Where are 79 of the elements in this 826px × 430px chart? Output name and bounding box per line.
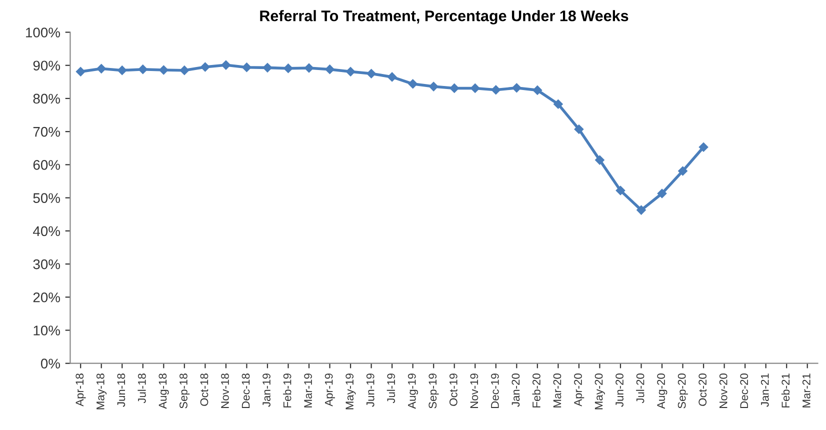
x-tick-label: May-18 xyxy=(96,374,107,410)
point xyxy=(512,83,522,92)
point xyxy=(180,66,190,75)
point xyxy=(616,186,626,196)
x-tick-label: Dec-20 xyxy=(740,374,748,408)
x-tick-label: Jul-19 xyxy=(386,374,396,404)
point xyxy=(574,124,584,134)
x-tick-label: Aug-20 xyxy=(657,374,668,409)
x-tick-label: Aug-19 xyxy=(408,374,418,409)
x-tick-label: Jul-20 xyxy=(636,374,644,404)
point xyxy=(532,86,542,95)
x-tick-label: Apr-18 xyxy=(76,374,86,406)
point xyxy=(554,99,563,109)
x-tick-label: Sep-18 xyxy=(180,374,190,408)
x-tick-label: Mar-19 xyxy=(304,374,312,408)
x-tick-label: Nov-20 xyxy=(719,374,728,408)
x-tick-label: Jan-19 xyxy=(262,374,270,407)
point xyxy=(262,63,272,72)
x-tick-label: Dec-19 xyxy=(491,374,499,408)
point xyxy=(96,64,106,74)
x-tick-label: Jun-19 xyxy=(366,374,374,407)
point xyxy=(387,72,397,82)
point xyxy=(118,66,127,75)
y-tick-label: 60% xyxy=(33,160,60,170)
point xyxy=(159,65,168,75)
point xyxy=(408,79,418,89)
x-tick-label: Jun-18 xyxy=(117,374,126,407)
x-tick-label: Apr-20 xyxy=(574,374,584,406)
point xyxy=(366,69,376,78)
x-tick-label: May-20 xyxy=(594,374,605,410)
x-tick-label: Oct-19 xyxy=(449,374,458,406)
x-tick-label: Feb-20 xyxy=(532,374,540,408)
point xyxy=(138,64,148,74)
point xyxy=(636,205,646,215)
y-tick-label: 20% xyxy=(33,292,60,302)
x-tick-label: Sep-20 xyxy=(678,374,688,408)
y-tick-label: 0% xyxy=(40,358,60,369)
point xyxy=(678,166,688,176)
y-tick-label: 30% xyxy=(33,259,60,270)
x-tick-label: Oct-18 xyxy=(200,374,208,406)
point xyxy=(325,64,334,74)
x-tick-label: Aug-18 xyxy=(158,374,169,409)
chart-title: Referral To Treatment, Percentage Under 18 Weeks xyxy=(260,10,628,24)
x-tick-label: Nov-19 xyxy=(470,374,478,408)
y-tick-label: 10% xyxy=(34,326,60,336)
point xyxy=(698,142,708,152)
y-tick-label: 50% xyxy=(33,193,60,203)
x-tick-label: Mar-21 xyxy=(802,374,810,408)
x-tick-label: Oct-20 xyxy=(698,374,707,406)
point xyxy=(284,64,293,73)
x-tick-label: Mar-20 xyxy=(553,374,562,408)
point xyxy=(595,155,604,165)
x-tick-label: Apr-19 xyxy=(324,374,335,406)
point xyxy=(200,62,210,72)
x-tick-label: Jun-20 xyxy=(616,374,624,407)
y-tick-label: 70% xyxy=(33,126,60,137)
x-tick-label: May-19 xyxy=(346,374,356,410)
y-tick-label: 80% xyxy=(33,94,60,104)
x-tick-label: Dec-18 xyxy=(242,374,250,408)
point xyxy=(450,84,459,93)
point xyxy=(304,63,314,73)
y-tick-label: 100% xyxy=(26,28,60,38)
y-tick-label: 40% xyxy=(33,226,60,236)
x-tick-label: Nov-18 xyxy=(221,374,229,408)
point xyxy=(470,84,480,93)
x-tick-label: Sep-19 xyxy=(428,374,439,408)
point xyxy=(657,188,667,198)
point xyxy=(346,67,356,76)
x-tick-label: Jul-18 xyxy=(138,374,146,404)
x-tick-label: Jan-21 xyxy=(760,374,769,407)
y-tick-label: 90% xyxy=(33,60,60,71)
x-tick-label: Feb-19 xyxy=(283,374,292,408)
x-tick-label: Feb-21 xyxy=(781,374,790,408)
point xyxy=(221,60,231,70)
x-tick-label: Jan-20 xyxy=(512,374,520,407)
point xyxy=(76,67,86,76)
point xyxy=(242,62,252,72)
point xyxy=(491,85,501,94)
point xyxy=(428,82,438,92)
